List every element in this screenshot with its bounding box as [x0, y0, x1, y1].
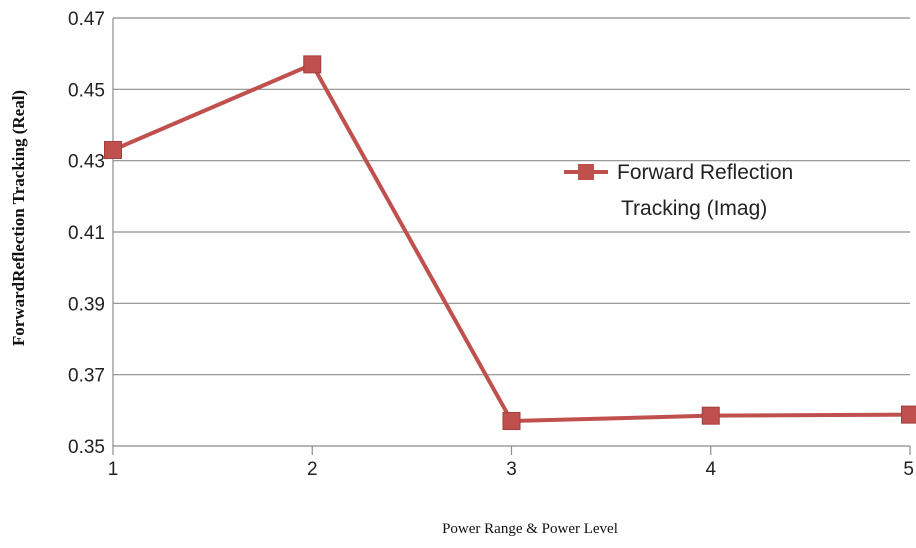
y-tick-label: 0.37 [68, 366, 105, 387]
legend-label-line-2: Tracking (Imag) [621, 197, 767, 220]
y-tick-label: 0.45 [68, 80, 105, 101]
y-tick-label: 0.47 [68, 9, 105, 30]
y-tick-label: 0.43 [68, 152, 105, 173]
y-tick-label: 0.39 [68, 294, 105, 315]
x-tick-label: 2 [307, 459, 318, 480]
y-tick-label: 0.35 [68, 437, 105, 458]
x-tick-label: 1 [108, 459, 119, 480]
data-point-marker [105, 141, 122, 158]
axes: 0.35 0.37 0.39 0.41 0.43 0.45 0.47 1 2 3 4 5 [68, 9, 914, 480]
x-tick-label: 4 [705, 459, 716, 480]
y-tick-label: 0.41 [68, 223, 105, 244]
data-point-marker [702, 407, 719, 424]
y-axis-title: ForwardReflection Tracking (Real) [9, 90, 28, 346]
series-layer [105, 56, 916, 430]
x-tick-label: 5 [903, 459, 914, 480]
legend-label-line-1: Forward Reflection [617, 161, 793, 184]
gridlines [113, 18, 910, 446]
legend-marker [578, 164, 594, 180]
data-point-marker [503, 413, 520, 430]
x-axis-title: Power Range & Power Level [442, 521, 618, 537]
x-tick-label: 3 [506, 459, 517, 480]
series-line [113, 64, 910, 421]
data-point-marker [304, 56, 321, 73]
legend: Forward Reflection Tracking (Imag) [564, 161, 793, 220]
data-point-marker [902, 406, 916, 423]
